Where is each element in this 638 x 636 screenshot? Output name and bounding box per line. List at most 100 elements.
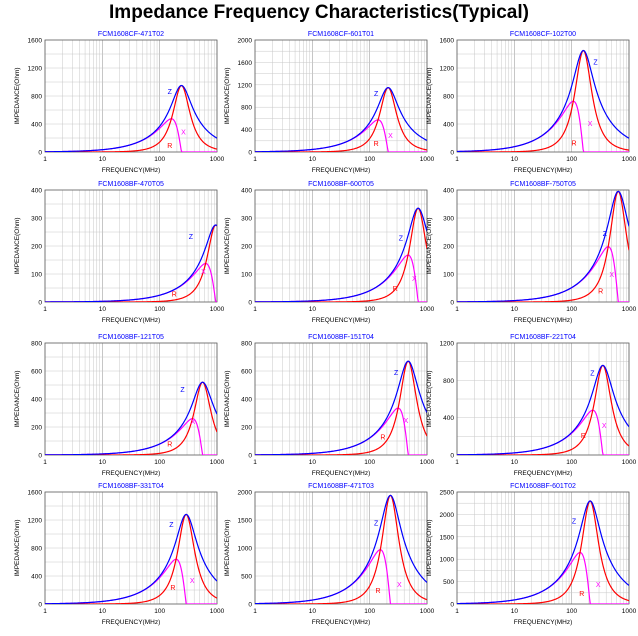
y-tick-label: 0 [248, 300, 252, 307]
x-tick-label: 1000 [420, 459, 435, 466]
y-tick-label: 400 [31, 122, 42, 129]
series-line-x [45, 262, 217, 302]
series-line-r [45, 224, 217, 302]
series-line-z [45, 513, 217, 604]
x-tick-label: 1000 [420, 306, 435, 313]
curve-label-z: Z [374, 91, 379, 98]
y-tick-label: 800 [31, 341, 42, 348]
y-tick-label: 2000 [238, 490, 253, 497]
x-axis-label: FREQUENCY(MHz) [102, 317, 161, 324]
x-tick-label: 1000 [210, 306, 225, 313]
impedance-chart: 0 400 800 1200 1600 1 10 100 1000 FREQUENCY(MHz) I… [14, 483, 225, 626]
series-line-r [255, 86, 427, 152]
y-tick-label: 1200 [440, 341, 455, 348]
x-tick-label: 10 [511, 608, 519, 615]
curve-label-r: R [581, 433, 586, 440]
curve-label-x: X [412, 276, 417, 283]
x-axis-label: FREQUENCY(MHz) [514, 470, 573, 477]
x-tick-label: 1 [43, 306, 47, 313]
x-axis-label: FREQUENCY(MHz) [102, 167, 161, 174]
curve-label-x: X [596, 582, 601, 589]
impedance-chart: 0 500 1000 1500 2000 1 10 100 1000 FREQUENCY(MHz)… [224, 483, 435, 626]
curve-label-z: Z [399, 235, 404, 242]
x-tick-label: 1 [253, 306, 257, 313]
series-line-z [45, 224, 217, 302]
curve-label-x: X [602, 423, 607, 430]
series-line-z [457, 500, 629, 604]
impedance-chart: 0 400 800 1200 1600 1 10 100 1000 FREQUENCY(MHz) I… [426, 31, 637, 174]
y-tick-label: 800 [443, 378, 454, 385]
series-line-x [255, 119, 427, 152]
y-tick-label: 1500 [238, 518, 253, 525]
x-tick-label: 100 [364, 459, 375, 466]
x-tick-label: 1 [43, 608, 47, 615]
y-tick-label: 0 [450, 300, 454, 307]
x-tick-label: 1 [455, 156, 459, 163]
plot-frame [254, 491, 428, 605]
curve-label-r: R [572, 141, 577, 148]
x-axis-label: FREQUENCY(MHz) [514, 317, 573, 324]
y-tick-label: 400 [31, 574, 42, 581]
x-tick-label: 10 [99, 306, 107, 313]
series-line-x [457, 246, 629, 302]
series-line-r [45, 84, 217, 152]
curve-label-r: R [579, 591, 584, 598]
x-tick-label: 10 [309, 459, 317, 466]
x-tick-label: 10 [511, 156, 519, 163]
x-tick-label: 1 [43, 459, 47, 466]
y-tick-label: 0 [248, 602, 252, 609]
series-line-z [457, 364, 629, 455]
y-axis-label: IMPEDANCE(Ohm) [426, 217, 433, 274]
curve-label-r: R [170, 585, 175, 592]
curve-label-x: X [190, 578, 195, 585]
y-tick-label: 1200 [440, 66, 455, 73]
curve-label-x: X [397, 582, 402, 589]
series-line-r [255, 494, 427, 604]
series-line-z [255, 86, 427, 152]
y-tick-label: 800 [31, 546, 42, 553]
x-tick-label: 100 [364, 156, 375, 163]
y-axis-label: IMPEDANCE(Ohm) [14, 67, 21, 124]
x-tick-label: 1 [455, 459, 459, 466]
x-tick-label: 1 [253, 156, 257, 163]
series-line-r [45, 513, 217, 604]
y-tick-label: 0 [450, 453, 454, 460]
series-line-r [45, 381, 217, 455]
y-tick-label: 800 [443, 94, 454, 101]
impedance-chart: 0 100 200 300 400 1 10 100 1000 FREQUENCY(MHz) IMP… [14, 181, 225, 324]
chart-title: FCM1608CF-601T01 [308, 31, 374, 38]
y-tick-label: 500 [443, 579, 454, 586]
chart-title: FCM1608BF-151T04 [308, 334, 374, 341]
impedance-chart: 0 400 800 1200 1600 1 10 100 1000 FREQUENCY(MHz) I… [14, 31, 225, 174]
curve-label-z: Z [593, 60, 598, 67]
curve-label-z: Z [374, 521, 379, 528]
y-tick-label: 1200 [28, 66, 43, 73]
x-tick-label: 1000 [210, 156, 225, 163]
chart-title: FCM1608BF-750T05 [510, 181, 576, 188]
series-line-r [255, 207, 427, 302]
curve-label-x: X [404, 418, 409, 425]
y-axis-label: IMPEDANCE(Ohm) [426, 370, 433, 427]
x-tick-label: 100 [566, 306, 577, 313]
y-axis-label: IMPEDANCE(Ohm) [426, 519, 433, 576]
y-tick-label: 200 [241, 244, 252, 251]
chart-title: FCM1608BF-601T02 [510, 483, 576, 490]
y-tick-label: 500 [241, 574, 252, 581]
y-tick-label: 100 [31, 272, 42, 279]
y-tick-label: 400 [31, 397, 42, 404]
y-axis-label: IMPEDANCE(Ohm) [224, 217, 231, 274]
series-line-x [255, 549, 427, 604]
curve-label-r: R [380, 435, 385, 442]
page-title: Impedance Frequency Characteristics(Typi… [109, 2, 529, 23]
series-line-r [457, 190, 629, 302]
x-tick-label: 1000 [622, 306, 637, 313]
series-line-x [255, 407, 427, 455]
impedance-chart: 0 200 400 600 800 1 10 100 1000 FREQUENCY(MHz) IMP… [14, 334, 225, 477]
x-tick-label: 1 [455, 306, 459, 313]
y-tick-label: 1500 [440, 534, 455, 541]
x-tick-label: 100 [154, 459, 165, 466]
x-tick-label: 1 [253, 608, 257, 615]
y-tick-label: 400 [241, 188, 252, 195]
series-line-z [255, 207, 427, 302]
curve-label-r: R [167, 442, 172, 449]
